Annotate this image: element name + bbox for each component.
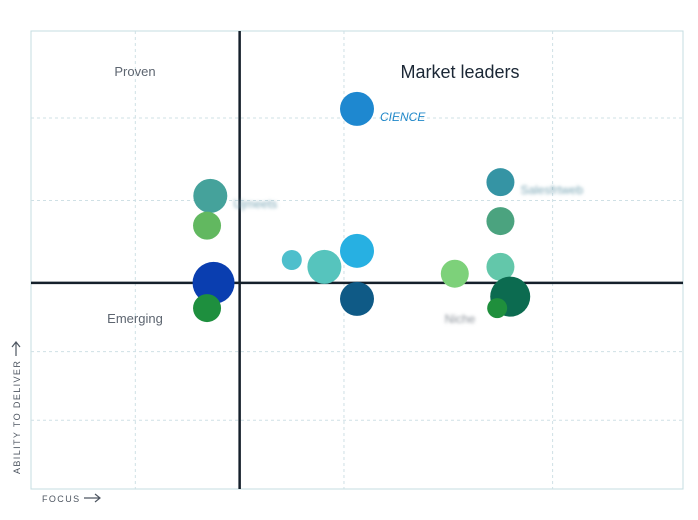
data-point[interactable] — [486, 252, 515, 281]
data-point[interactable] — [192, 261, 235, 304]
quadrant-label-emerging: Emerging — [107, 311, 163, 326]
quadrant-label-market-leaders: Market leaders — [400, 62, 519, 82]
x-axis-caption: FOCUS — [42, 493, 101, 504]
quadrant-label-proven: Proven — [114, 64, 155, 79]
data-point-label: Salesfrtweb — [520, 183, 583, 197]
data-point[interactable] — [440, 259, 469, 288]
data-point[interactable] — [486, 207, 515, 236]
data-point[interactable] — [193, 294, 222, 323]
data-point[interactable] — [193, 211, 222, 240]
data-point-label: CIENCE — [380, 110, 426, 124]
data-point[interactable] — [281, 250, 302, 270]
x-axis-arrow-icon — [84, 493, 101, 503]
data-point-label: Ujmeets — [233, 197, 277, 211]
quadrant-label-niche: Niche — [445, 312, 476, 326]
data-point[interactable] — [307, 249, 342, 284]
y-axis-arrow-icon — [11, 341, 21, 356]
y-axis-caption: ABILITY TO DELIVER — [11, 341, 22, 474]
y-axis-label: ABILITY TO DELIVER — [12, 360, 22, 474]
data-point[interactable] — [340, 281, 374, 316]
x-axis-label: FOCUS — [42, 494, 81, 504]
data-point[interactable] — [340, 233, 374, 268]
data-point[interactable] — [486, 168, 515, 197]
data-points: CIENCE Ujmeets Salesfrtweb — [192, 91, 583, 323]
data-point[interactable] — [193, 178, 228, 213]
data-point[interactable] — [487, 298, 508, 319]
data-point[interactable] — [340, 91, 374, 126]
